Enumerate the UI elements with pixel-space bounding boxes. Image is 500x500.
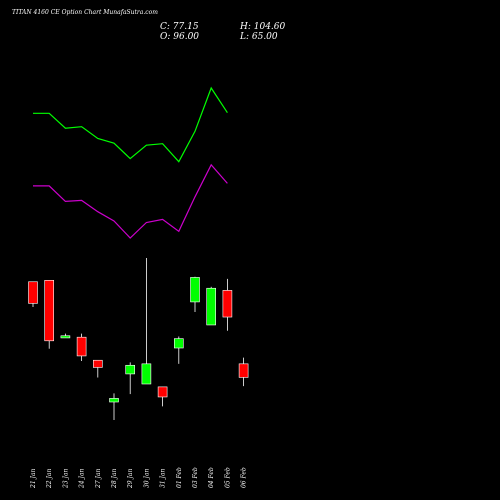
- candle-28-jan: [109, 393, 119, 420]
- x-tick-label: 01 Feb: [176, 467, 183, 488]
- chart-title: TITAN 4160 CE Option Chart MunafaSutra.c…: [12, 9, 158, 16]
- candle-24-jan: [76, 333, 87, 361]
- candle-body: [93, 359, 103, 368]
- candle-23-jan: [60, 333, 71, 339]
- candle-body: [44, 280, 55, 342]
- candle-30-jan: [141, 258, 152, 385]
- candle-body: [206, 287, 216, 326]
- high-value: H: 104.60: [240, 22, 286, 32]
- candle-body: [238, 363, 249, 378]
- candle-27-jan: [93, 359, 103, 378]
- candle-31-jan: [157, 386, 168, 407]
- x-tick-label: 03 Feb: [192, 467, 199, 488]
- candle-body: [157, 386, 168, 398]
- x-tick-label: 24 Jan: [79, 468, 86, 489]
- candle-body: [222, 290, 233, 318]
- lower-band-line: [33, 163, 228, 239]
- candle-03-feb: [190, 276, 200, 312]
- candle-body: [190, 277, 200, 303]
- low-value: L: 65.00: [240, 32, 278, 42]
- candle-body: [76, 336, 87, 357]
- x-tick-label: 04 Feb: [208, 467, 215, 488]
- candle-body: [28, 281, 38, 304]
- candle-body: [60, 335, 71, 339]
- candle-05-feb: [222, 278, 233, 331]
- x-tick-label: 27 Jan: [95, 468, 102, 489]
- candles-layer: [28, 258, 249, 420]
- candle-01-feb: [174, 336, 184, 364]
- x-axis: 21 Jan 22 Jan 23 Jan 24 Jan 27 Jan 28 Jan 29 J…: [30, 467, 248, 489]
- candle-body: [125, 364, 135, 375]
- candle-body: [141, 363, 152, 385]
- candle-06-feb: [238, 357, 249, 387]
- x-tick-label: 21 Jan: [30, 468, 37, 489]
- close-value: C: 77.15: [160, 22, 199, 32]
- x-tick-label: 22 Jan: [46, 468, 53, 489]
- x-tick-label: 31 Jan: [160, 468, 167, 488]
- x-tick-label: 05 Feb: [224, 467, 231, 488]
- x-tick-label: 29 Jan: [127, 468, 134, 489]
- candle-21-jan: [28, 281, 38, 307]
- upper-band-line: [33, 86, 228, 163]
- candle-04-feb: [206, 286, 216, 326]
- x-tick-label: 30 Jan: [143, 468, 150, 488]
- x-tick-label: 23 Jan: [62, 468, 69, 489]
- candle-body: [109, 398, 119, 403]
- x-tick-label: 06 Feb: [241, 467, 248, 488]
- candle-body: [174, 338, 184, 349]
- candle-29-jan: [125, 362, 135, 395]
- candle-22-jan: [44, 280, 55, 349]
- bands-layer: [33, 86, 228, 239]
- x-tick-label: 28 Jan: [111, 468, 118, 489]
- open-value: O: 96.00: [160, 32, 200, 42]
